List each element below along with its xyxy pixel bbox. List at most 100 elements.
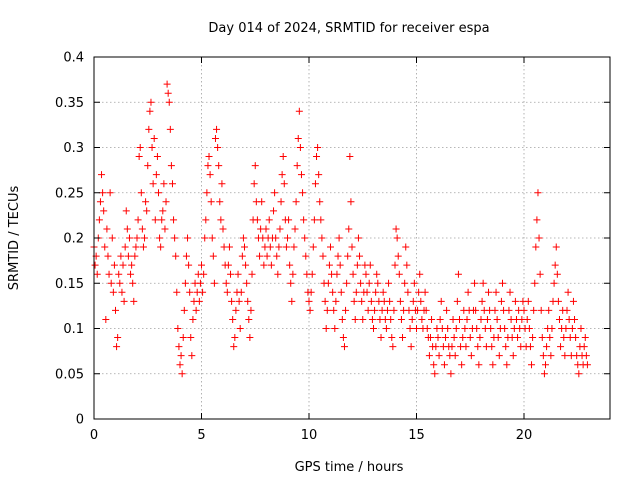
data-point — [503, 361, 511, 369]
data-point — [543, 343, 551, 351]
data-point — [151, 216, 159, 224]
data-point — [390, 306, 398, 314]
data-point — [127, 270, 135, 278]
data-point — [238, 252, 246, 260]
data-point — [329, 288, 337, 296]
data-point — [315, 171, 323, 179]
data-point — [168, 180, 176, 188]
data-point — [338, 315, 346, 323]
data-point — [548, 325, 556, 332]
data-point — [443, 306, 451, 314]
data-point — [476, 334, 484, 342]
data-point — [364, 306, 372, 314]
data-point — [256, 252, 264, 260]
data-point — [235, 297, 243, 305]
data-point — [577, 325, 585, 332]
data-point — [337, 288, 345, 296]
data-point — [535, 234, 543, 242]
data-point — [334, 252, 342, 260]
data-point — [208, 234, 216, 242]
data-point — [472, 306, 480, 314]
data-point — [179, 334, 187, 342]
data-point — [180, 306, 188, 314]
data-point — [230, 343, 238, 351]
data-point — [203, 189, 211, 197]
data-point — [422, 306, 430, 314]
data-point — [583, 361, 591, 369]
data-point — [564, 288, 572, 296]
data-point — [537, 306, 545, 314]
data-point — [461, 325, 469, 332]
data-point — [156, 234, 164, 242]
data-point — [209, 252, 217, 260]
data-point — [225, 243, 233, 251]
data-point — [485, 288, 493, 296]
data-point — [491, 306, 499, 314]
data-point — [342, 306, 350, 314]
data-point — [223, 288, 231, 296]
data-point — [173, 288, 181, 296]
data-point — [557, 343, 565, 351]
data-point — [285, 216, 293, 224]
data-point — [357, 279, 365, 287]
data-point — [432, 343, 440, 351]
data-point — [280, 180, 288, 188]
data-point — [313, 153, 321, 161]
data-point — [163, 80, 171, 88]
data-point — [174, 325, 182, 332]
data-point — [106, 189, 114, 197]
data-point — [447, 370, 455, 378]
data-point — [103, 225, 111, 233]
data-point — [137, 189, 145, 197]
data-point — [321, 297, 329, 305]
data-point — [492, 288, 500, 296]
data-point — [511, 297, 519, 305]
data-point — [128, 261, 136, 269]
data-point — [322, 325, 330, 332]
data-point — [497, 297, 505, 305]
data-point — [153, 153, 161, 161]
data-point — [542, 361, 549, 369]
data-point — [265, 216, 273, 224]
data-point — [236, 325, 244, 332]
data-point — [172, 252, 180, 260]
data-point — [200, 270, 208, 278]
data-point — [109, 288, 117, 296]
data-point — [425, 352, 433, 360]
data-point — [219, 225, 227, 233]
y-tick-label: 0.35 — [55, 96, 84, 111]
data-point — [178, 370, 186, 378]
data-point — [314, 144, 322, 151]
data-point — [343, 279, 351, 287]
data-point — [428, 315, 436, 323]
data-point — [271, 189, 279, 197]
data-point — [580, 343, 588, 351]
data-point — [466, 334, 474, 342]
data-point — [202, 216, 210, 224]
data-point — [130, 297, 138, 305]
data-point — [229, 315, 237, 323]
data-point — [188, 352, 196, 360]
x-tick-label: 5 — [197, 428, 205, 443]
data-point — [545, 306, 553, 314]
data-point — [272, 234, 280, 242]
data-point — [91, 261, 99, 269]
data-point — [176, 361, 184, 369]
data-point — [550, 279, 558, 287]
data-point — [316, 198, 324, 206]
data-point — [104, 252, 112, 260]
data-point — [396, 297, 404, 305]
data-point — [317, 216, 325, 224]
x-tick-label: 10 — [301, 428, 318, 443]
data-point — [245, 315, 253, 323]
data-point — [143, 207, 151, 215]
data-point — [147, 98, 155, 106]
data-point — [95, 216, 103, 224]
data-point — [248, 270, 256, 278]
data-point — [421, 288, 429, 296]
data-point — [330, 306, 338, 314]
data-point — [354, 234, 362, 242]
data-point — [286, 261, 294, 269]
data-point — [454, 270, 462, 278]
